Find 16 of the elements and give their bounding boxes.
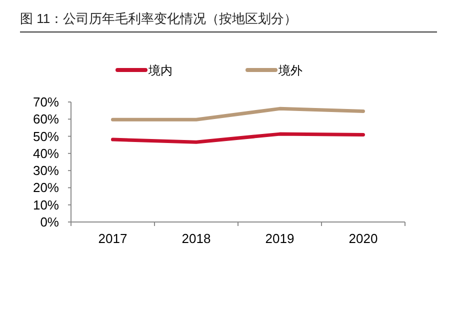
legend-label: 境外	[278, 64, 302, 78]
y-tick-label: 40%	[32, 146, 60, 161]
y-tick-label: 50%	[32, 128, 60, 144]
line-series	[111, 132, 365, 144]
chart-title: 图 11：公司历年毛利率变化情况（按地区划分）	[20, 11, 298, 26]
y-tick-label: 70%	[32, 94, 60, 110]
y-tick-label: 10%	[32, 197, 60, 212]
x-tick-label: 2019	[265, 231, 294, 246]
y-tick-label: 60%	[32, 112, 60, 127]
y-tick-label: 20%	[32, 180, 60, 196]
legend-label: 境内	[148, 64, 172, 78]
x-tick-label: 2018	[182, 231, 211, 246]
x-tick-label: 2020	[348, 231, 378, 246]
y-tick-label: 0%	[40, 214, 60, 230]
x-tick-label: 2017	[98, 231, 128, 246]
y-tick-label: 30%	[32, 163, 60, 178]
